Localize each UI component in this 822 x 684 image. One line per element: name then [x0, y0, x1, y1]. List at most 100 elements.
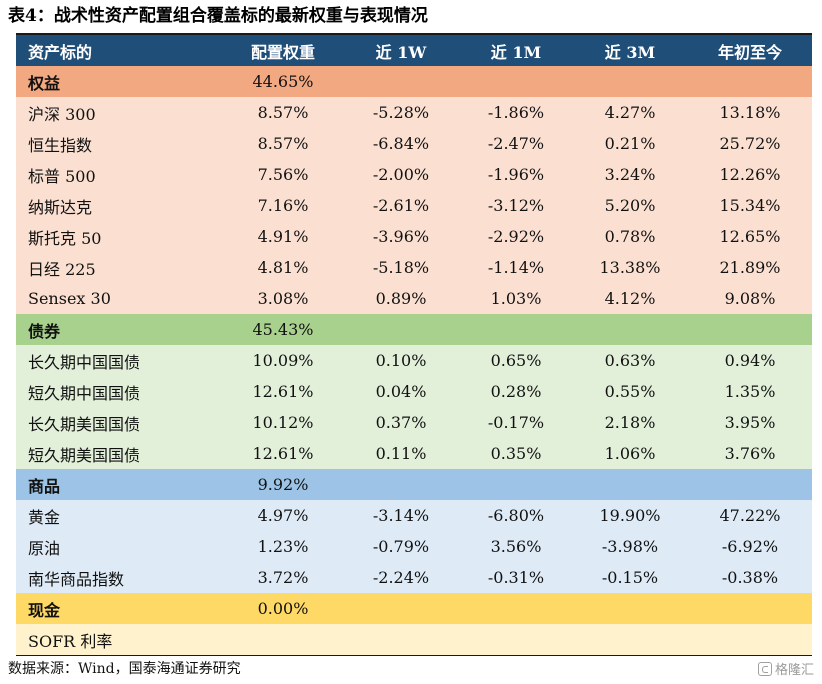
category-name: 债券 — [28, 321, 61, 341]
table-row: 标普 500 7.56% -2.00% -1.96% 3.24% 12.26% — [16, 159, 812, 190]
cell-ytd: -6.92% — [721, 537, 779, 556]
data-source-note: 数据来源：Wind，国泰海通证券研究 — [8, 661, 241, 677]
table-row: 短久期中国国债 12.61% 0.04% 0.28% 0.55% 1.35% — [16, 376, 812, 407]
cell-3m: 0.63% — [604, 351, 656, 370]
cell-1w: 0.89% — [375, 289, 427, 308]
cell-asset: Sensex 30 — [28, 289, 111, 308]
table-title: 表4：战术性资产配置组合覆盖标的最新权重与表现情况 — [8, 6, 428, 26]
cell-1w: 0.10% — [375, 351, 427, 370]
cell-ytd: 12.26% — [719, 165, 781, 184]
gelonghui-logo-icon — [757, 661, 772, 676]
col-header-1w: 近 1W — [375, 42, 427, 62]
cell-asset: 长久期美国国债 — [28, 414, 141, 434]
cell-3m: 4.27% — [604, 103, 656, 122]
table-row: 黄金 4.97% -3.14% -6.80% 19.90% 47.22% — [16, 500, 812, 531]
cell-asset: 黄金 — [28, 507, 61, 527]
col-header-ytd: 年初至今 — [717, 42, 782, 62]
cell-ytd: 9.08% — [724, 289, 776, 308]
cell-ytd: 12.65% — [719, 227, 781, 246]
cell-asset: 纳斯达克 — [28, 197, 93, 217]
cell-asset: 短久期中国国债 — [28, 383, 141, 403]
table-row: 斯托克 50 4.91% -3.96% -2.92% 0.78% 12.65% — [16, 221, 812, 252]
cell-1w: -0.79% — [372, 537, 430, 556]
cell-3m: 1.06% — [604, 444, 656, 463]
category-weight: 0.00% — [257, 599, 309, 618]
cell-asset: 标普 500 — [28, 166, 96, 186]
table-row: 纳斯达克 7.16% -2.61% -3.12% 5.20% 15.34% — [16, 190, 812, 221]
table-header-row: 资产标的 配置权重 近 1W 近 1M 近 3M 年初至今 — [16, 35, 812, 66]
watermark: 格隆汇 — [757, 659, 814, 678]
cell-weight: 3.08% — [257, 289, 309, 308]
cell-1m: -1.96% — [487, 165, 545, 184]
cell-ytd: 0.94% — [724, 351, 776, 370]
cell-weight: 7.56% — [257, 165, 309, 184]
table-row: 原油 1.23% -0.79% 3.56% -3.98% -6.92% — [16, 531, 812, 562]
cell-ytd: 3.95% — [724, 413, 776, 432]
cell-asset: SOFR 利率 — [28, 631, 113, 651]
cell-weight: 12.61% — [252, 382, 314, 401]
cell-weight: 12.61% — [252, 444, 314, 463]
cell-asset: 南华商品指数 — [28, 569, 125, 589]
cell-weight: 4.81% — [257, 258, 309, 277]
category-name: 现金 — [28, 600, 61, 620]
cell-3m: 0.21% — [604, 134, 656, 153]
cell-1m: 3.56% — [490, 537, 542, 556]
cell-1m: 0.35% — [490, 444, 542, 463]
table-row: SOFR 利率 — [16, 624, 812, 656]
cell-1w: -3.14% — [372, 506, 430, 525]
cell-asset: 斯托克 50 — [28, 228, 102, 248]
table-body: 权益 44.65% 沪深 300 8.57% -5.28% -1.86% 4.27% 13.1… — [16, 66, 812, 656]
asset-allocation-table: 资产标的 配置权重 近 1W 近 1M 近 3M 年初至今 权益 44.65% 沪深… — [16, 33, 812, 656]
cell-ytd: 47.22% — [719, 506, 781, 525]
cell-asset: 恒生指数 — [28, 135, 93, 155]
cell-3m: 19.90% — [599, 506, 661, 525]
cell-weight: 1.23% — [257, 537, 309, 556]
cell-1m: 0.65% — [490, 351, 542, 370]
cell-1w: 0.04% — [375, 382, 427, 401]
category-weight: 9.92% — [257, 475, 309, 494]
category-row-commodity: 商品 9.92% — [16, 469, 812, 500]
col-header-1m: 近 1M — [490, 42, 542, 62]
cell-1w: -6.84% — [372, 134, 430, 153]
cell-3m: 0.78% — [604, 227, 656, 246]
cell-1w: 0.37% — [375, 413, 427, 432]
cell-1m: -6.80% — [487, 506, 545, 525]
cell-1m: -2.92% — [487, 227, 545, 246]
cell-asset: 短久期美国国债 — [28, 445, 141, 465]
cell-ytd: 25.72% — [719, 134, 781, 153]
cell-ytd: 15.34% — [719, 196, 781, 215]
cell-1m: -1.14% — [487, 258, 545, 277]
cell-1w: -3.96% — [372, 227, 430, 246]
cell-1w: -2.00% — [372, 165, 430, 184]
cell-1m: 0.28% — [490, 382, 542, 401]
cell-1w: -5.28% — [372, 103, 430, 122]
cell-asset: 长久期中国国债 — [28, 352, 141, 372]
cell-1m: -0.31% — [487, 568, 545, 587]
cell-1m: 1.03% — [490, 289, 542, 308]
cell-1w: -2.24% — [372, 568, 430, 587]
table-row: 长久期中国国债 10.09% 0.10% 0.65% 0.63% 0.94% — [16, 345, 812, 376]
cell-weight: 4.91% — [257, 227, 309, 246]
cell-3m: 13.38% — [599, 258, 661, 277]
cell-1w: -5.18% — [372, 258, 430, 277]
cell-weight: 4.97% — [257, 506, 309, 525]
category-row-bond: 债券 45.43% — [16, 314, 812, 345]
col-header-asset: 资产标的 — [28, 42, 93, 62]
cell-ytd: -0.38% — [721, 568, 779, 587]
table-row: Sensex 30 3.08% 0.89% 1.03% 4.12% 9.08% — [16, 283, 812, 314]
cell-1w: 0.11% — [375, 444, 427, 463]
cell-ytd: 1.35% — [724, 382, 776, 401]
table-row: 沪深 300 8.57% -5.28% -1.86% 4.27% 13.18% — [16, 97, 812, 128]
cell-weight: 10.09% — [252, 351, 314, 370]
cell-weight: 7.16% — [257, 196, 309, 215]
col-header-weight: 配置权重 — [250, 42, 315, 62]
cell-ytd: 21.89% — [719, 258, 781, 277]
cell-asset: 原油 — [28, 538, 61, 558]
category-name: 权益 — [28, 73, 61, 93]
table-row: 恒生指数 8.57% -6.84% -2.47% 0.21% 25.72% — [16, 128, 812, 159]
cell-3m: 5.20% — [604, 196, 656, 215]
cell-3m: 3.24% — [604, 165, 656, 184]
category-name: 商品 — [28, 476, 61, 496]
table-row: 短久期美国国债 12.61% 0.11% 0.35% 1.06% 3.76% — [16, 438, 812, 469]
table-row: 日经 225 4.81% -5.18% -1.14% 13.38% 21.89% — [16, 252, 812, 283]
